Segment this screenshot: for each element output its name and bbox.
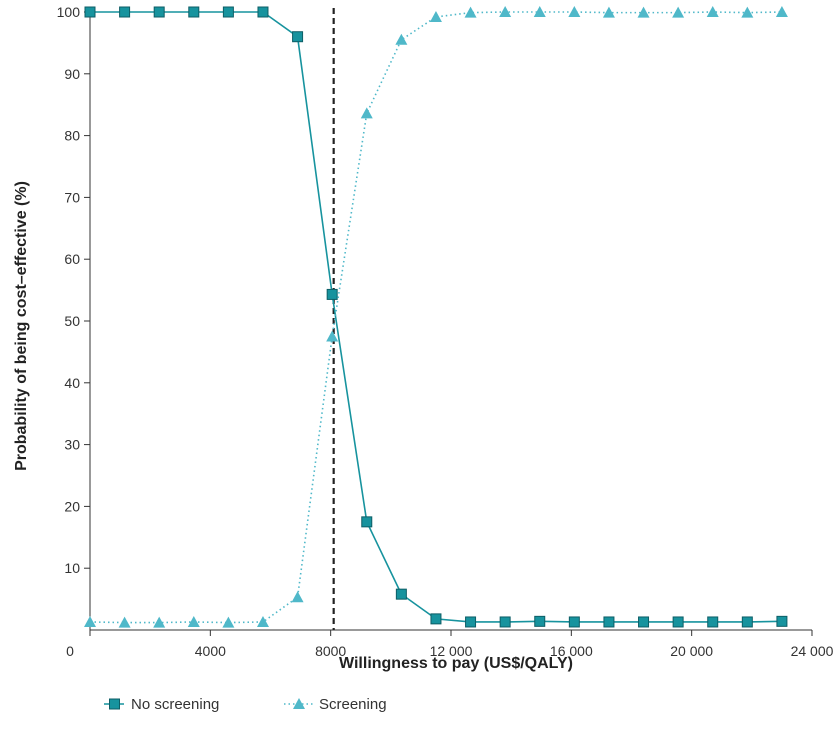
data-point-no-screening	[672, 616, 684, 628]
y-axis-title: Probability of being cost–effective (%)	[13, 181, 30, 471]
legend-item-screening: Screening	[284, 696, 387, 713]
legend-triangle-marker	[293, 698, 305, 709]
data-point-no-screening	[188, 6, 200, 18]
legend-square-marker	[109, 698, 120, 710]
data-point-screening	[464, 6, 477, 18]
data-point-screening	[360, 107, 373, 119]
data-point-no-screening	[534, 615, 546, 627]
x-tick-label: 8000	[315, 643, 346, 659]
y-tick-label: 100	[57, 4, 81, 20]
data-point-screening	[84, 615, 96, 627]
data-point-no-screening	[638, 616, 650, 628]
data-point-no-screening	[326, 288, 338, 300]
legend-label-screening: Screening	[319, 696, 387, 713]
data-point-no-screening	[153, 6, 165, 18]
y-tick-label: 90	[64, 66, 80, 82]
legend-item-no-screening: No screening	[104, 696, 219, 713]
data-point-screening	[672, 6, 685, 18]
data-point-screening	[222, 616, 235, 628]
y-tick-label: 60	[64, 251, 80, 267]
data-point-no-screening	[776, 615, 788, 627]
data-point-no-screening	[361, 516, 373, 528]
data-point-no-screening	[257, 6, 269, 18]
y-tick-label: 20	[64, 498, 80, 514]
x-tick-label: 0	[66, 643, 74, 659]
y-tick-label: 10	[64, 560, 80, 576]
data-point-no-screening	[430, 613, 442, 625]
data-point-screening	[499, 6, 512, 17]
data-point-screening	[153, 616, 166, 628]
y-tick-label: 50	[64, 313, 80, 329]
x-tick-label: 16 000	[550, 643, 593, 659]
series-line-screening	[89, 11, 782, 624]
data-point-screening	[118, 616, 131, 628]
data-point-screening	[568, 6, 581, 17]
data-point-screening	[429, 10, 442, 22]
data-point-screening	[187, 615, 200, 627]
data-point-screening	[291, 591, 304, 603]
x-tick-label: 12 000	[430, 643, 473, 659]
axes	[84, 11, 813, 636]
data-point-no-screening	[395, 588, 407, 600]
data-point-no-screening	[119, 6, 131, 18]
data-point-screening	[395, 33, 408, 45]
data-point-no-screening	[603, 616, 615, 628]
series-line-no-screening	[90, 11, 782, 623]
x-tick-label: 20 000	[670, 643, 713, 659]
data-point-no-screening	[465, 616, 477, 628]
data-point-screening	[741, 6, 754, 18]
series-screening	[84, 6, 788, 628]
series-no-screening	[84, 6, 788, 628]
data-point-no-screening	[741, 616, 753, 628]
data-point-no-screening	[84, 6, 96, 18]
data-point-screening	[533, 6, 546, 17]
y-tick-label: 80	[64, 128, 80, 144]
legend-label-no-screening: No screening	[131, 696, 219, 713]
data-point-screening	[706, 6, 719, 17]
data-point-no-screening	[499, 616, 511, 628]
y-tick-label: 40	[64, 375, 80, 391]
data-point-no-screening	[292, 31, 304, 43]
tick-labels: 10 20 30 40 50 60 70 80 90 100 0 4000 8000 12 000 16 0…	[57, 4, 834, 659]
x-tick-label: 24 000	[791, 643, 834, 659]
data-point-screening	[256, 615, 269, 627]
x-tick-label: 4000	[195, 643, 226, 659]
legend: No screening Screening	[104, 696, 387, 713]
data-point-screening	[602, 6, 615, 18]
y-tick-label: 70	[64, 189, 80, 205]
data-point-screening	[326, 330, 339, 342]
y-tick-label: 30	[64, 437, 80, 453]
series-layer	[84, 6, 788, 628]
data-point-screening	[637, 6, 650, 18]
data-point-screening	[775, 6, 788, 17]
data-point-no-screening	[707, 616, 719, 628]
data-point-no-screening	[222, 6, 234, 18]
data-point-no-screening	[568, 616, 580, 628]
x-axis-title: Willingness to pay (US$/QALY)	[339, 655, 573, 672]
